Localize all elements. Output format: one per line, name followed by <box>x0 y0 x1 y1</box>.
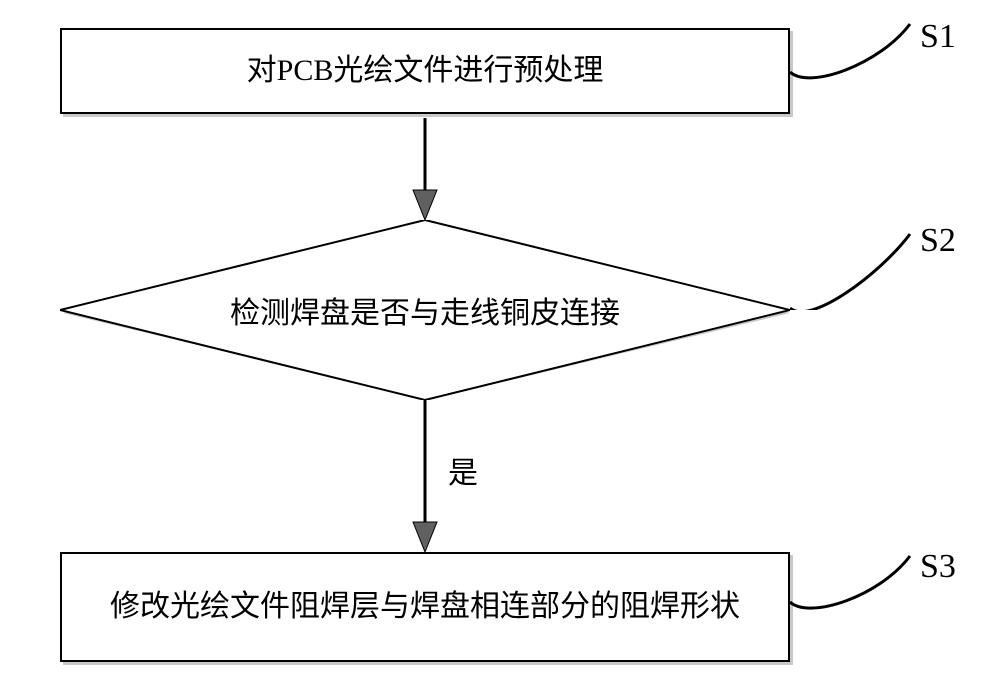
decision-s2-text: 检测焊盘是否与走线铜皮连接 <box>230 288 620 332</box>
step-label-s2: S2 <box>920 222 956 260</box>
flowchart-canvas: 对PCB光绘文件进行预处理 S1 检测焊盘是否与走线铜皮连接 S2 是 修改光绘… <box>0 0 1000 692</box>
step-s3-text: 修改光绘文件阻焊层与焊盘相连部分的阻焊形状 <box>100 583 750 632</box>
decision-s2-box: 检测焊盘是否与走线铜皮连接 <box>60 220 790 400</box>
connector-curve-s3 <box>790 552 930 628</box>
step-label-s1: S1 <box>920 18 956 56</box>
step-label-s3: S3 <box>920 548 956 586</box>
connector-curve-s1 <box>790 20 930 96</box>
arrow-s2-s3 <box>405 400 445 552</box>
connector-curve-s2 <box>790 230 930 310</box>
step-s1-box: 对PCB光绘文件进行预处理 <box>60 28 790 114</box>
edge-label-yes: 是 <box>448 448 478 492</box>
arrow-s1-s2 <box>405 118 445 220</box>
step-s1-text: 对PCB光绘文件进行预处理 <box>237 47 614 96</box>
step-s3-box: 修改光绘文件阻焊层与焊盘相连部分的阻焊形状 <box>60 552 790 662</box>
